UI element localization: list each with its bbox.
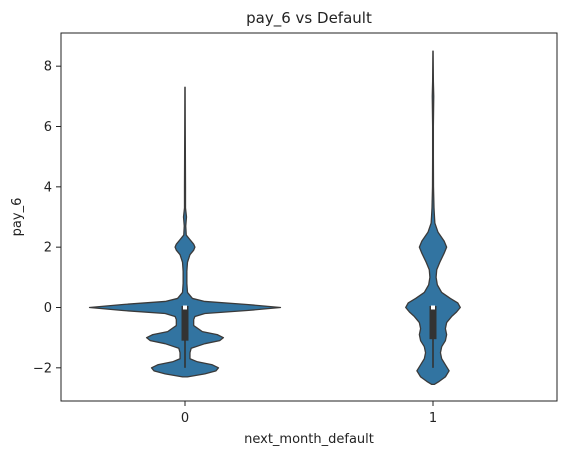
plot-frame <box>60 32 558 402</box>
median-marker-0 <box>183 305 187 310</box>
violins-layer <box>88 50 461 386</box>
y-axis-title: pay_6 <box>10 198 25 237</box>
x-axis-title: next_month_default <box>244 432 374 447</box>
chart-title: pay_6 vs Default <box>246 9 372 28</box>
y-tick-label: 0 <box>44 301 52 316</box>
y-tick-label: 8 <box>44 60 52 75</box>
y-tick-label: −2 <box>33 361 52 376</box>
x-tick-label: 1 <box>429 411 437 426</box>
median-marker-1 <box>431 305 435 310</box>
y-tick-label: 4 <box>44 180 52 195</box>
y-tick-label: 2 <box>44 241 52 256</box>
violin-0 <box>88 86 282 378</box>
y-tick-label: 6 <box>44 120 52 135</box>
x-tick-label: 0 <box>181 411 189 426</box>
violin-1 <box>405 50 461 386</box>
box-1 <box>429 305 437 340</box>
y-axis-ticks: −2 0 2 4 6 8 <box>33 60 61 376</box>
box-0 <box>181 305 189 341</box>
